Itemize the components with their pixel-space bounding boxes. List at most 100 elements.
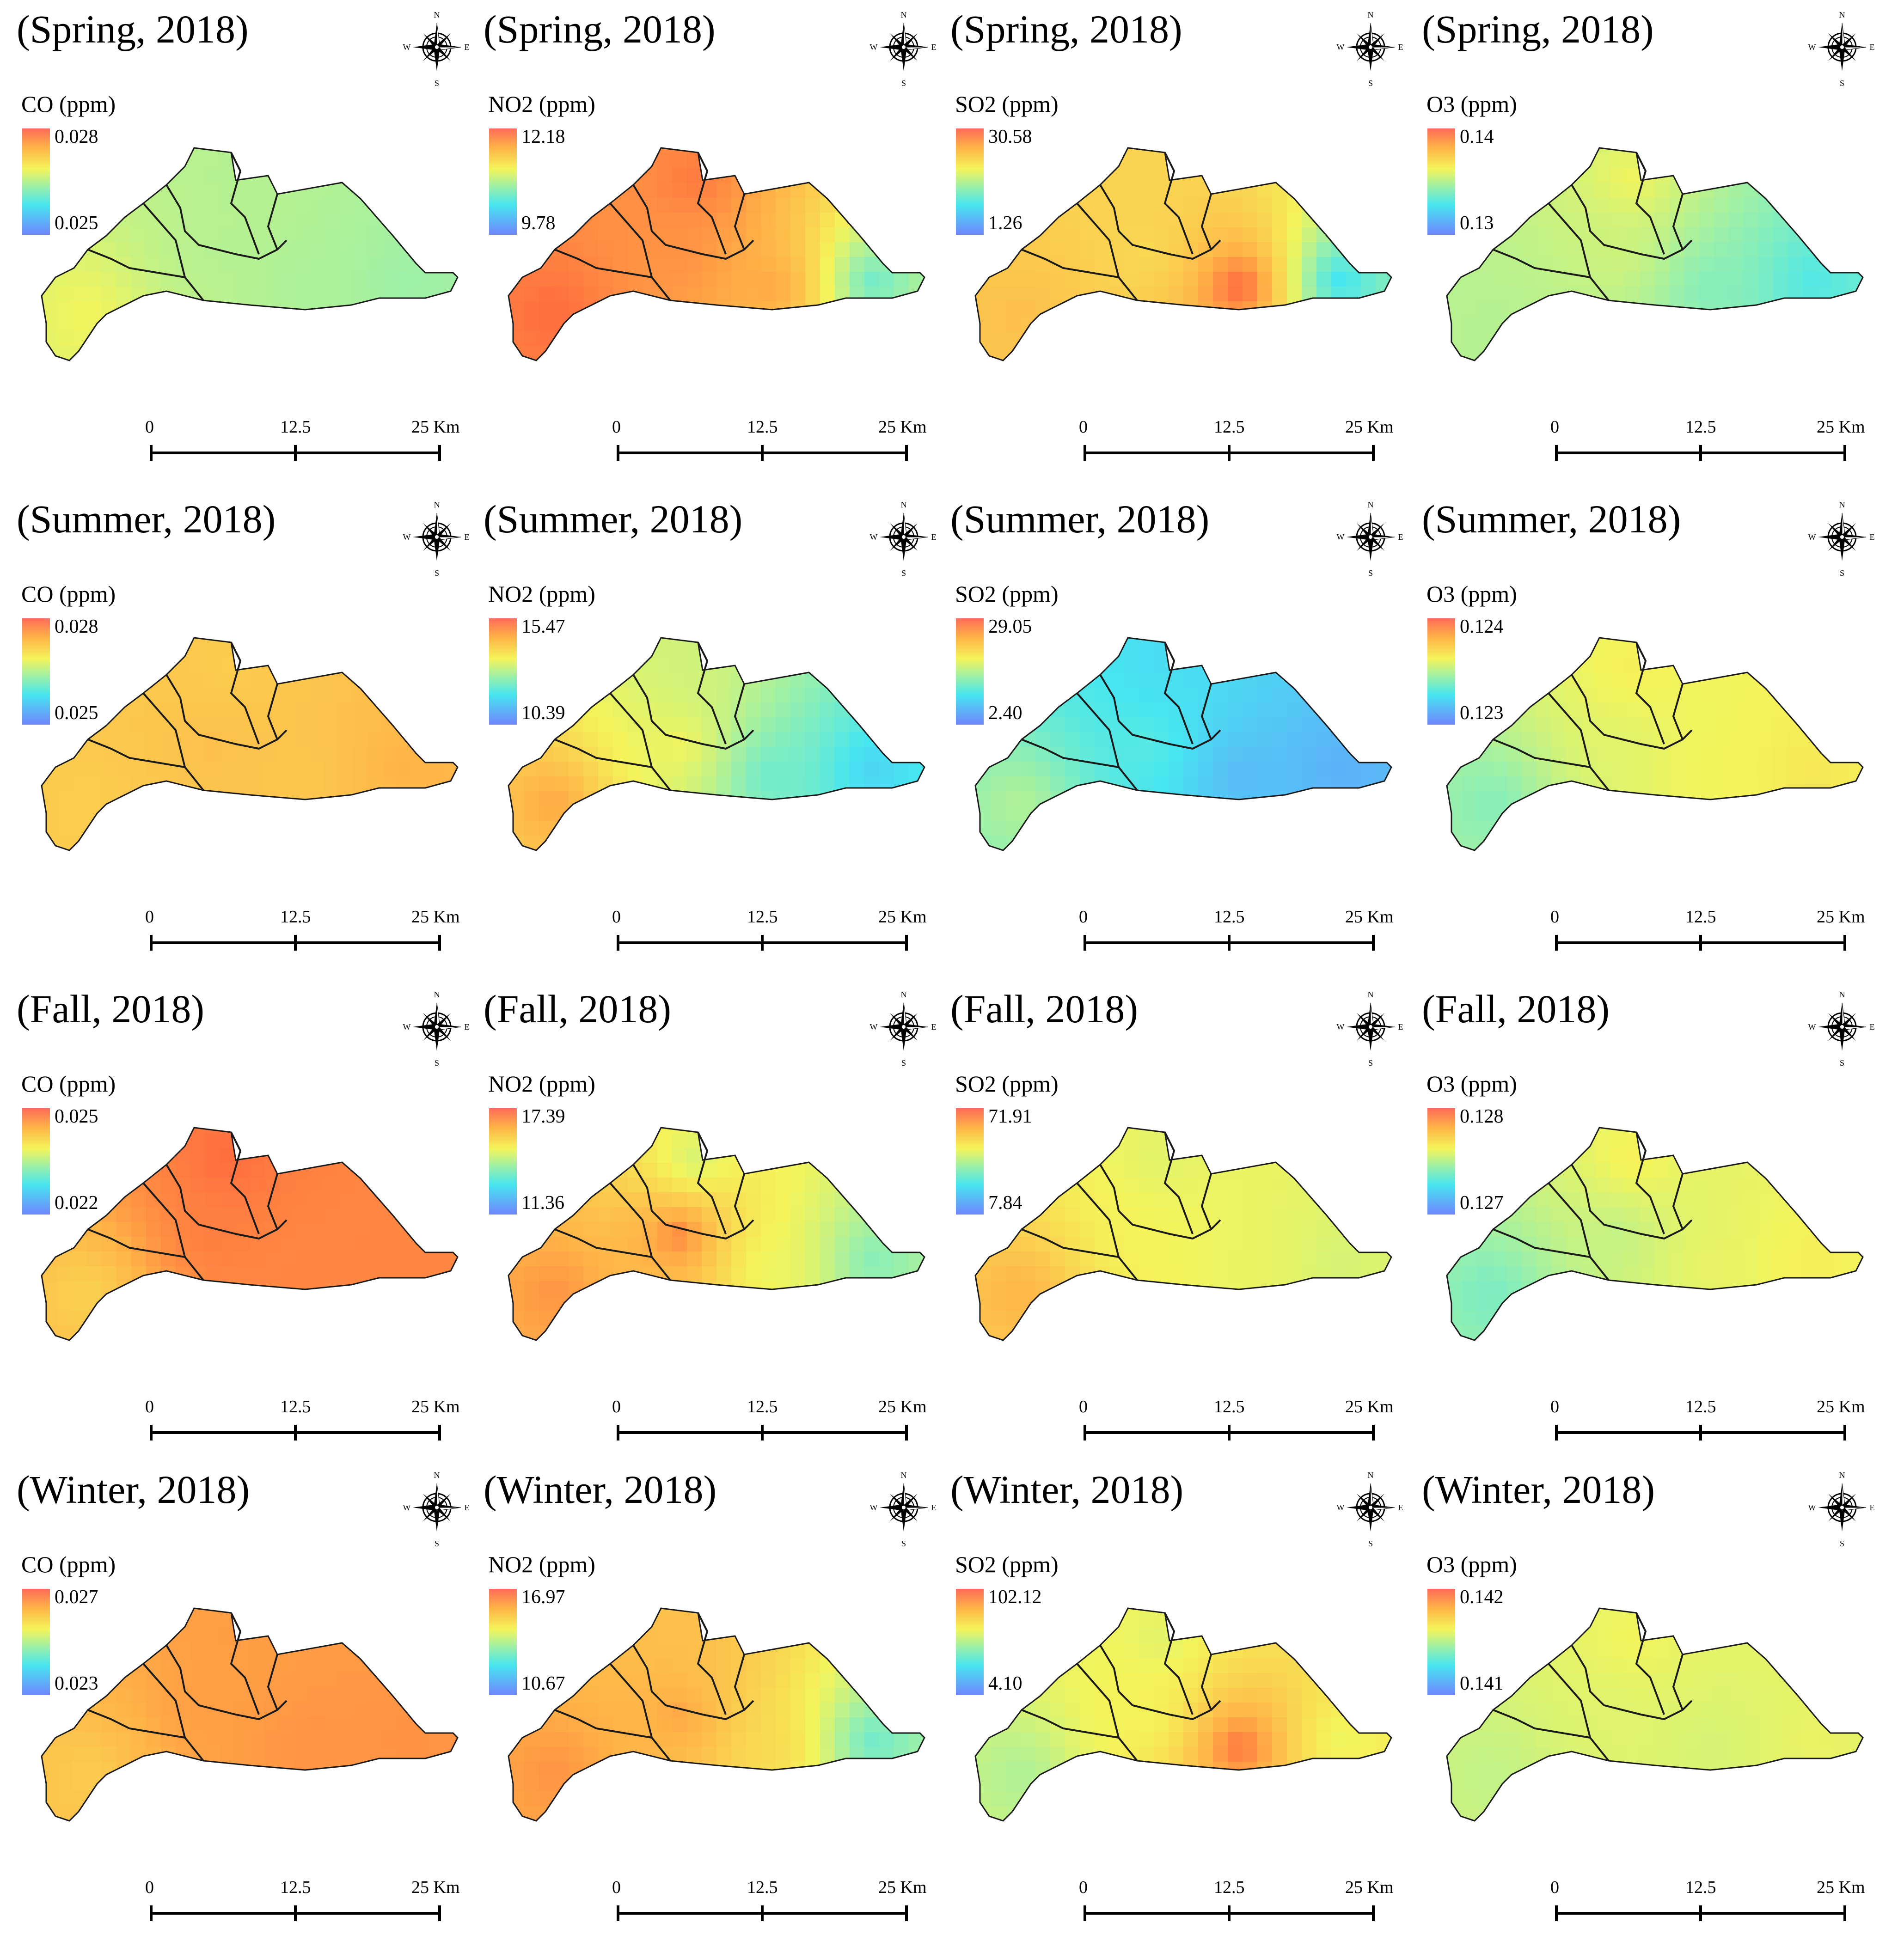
raster-cell xyxy=(1596,227,1611,243)
raster-cell xyxy=(368,148,383,154)
raster-cell xyxy=(42,1222,43,1237)
raster-cell xyxy=(1213,213,1228,228)
raster-cell xyxy=(1537,865,1552,869)
raster-cell xyxy=(1448,257,1463,272)
raster-cell xyxy=(1021,272,1036,287)
raster-cell xyxy=(1361,331,1376,346)
raster-cell xyxy=(220,747,235,762)
raster-cell xyxy=(1537,702,1552,718)
raster-cell xyxy=(643,791,658,806)
scale-label-0: 0 xyxy=(1550,417,1559,437)
raster-cell xyxy=(864,643,880,659)
raster-cell xyxy=(569,643,584,659)
raster-cell xyxy=(324,643,339,659)
raster-cell xyxy=(991,865,1006,869)
raster-cell xyxy=(1788,198,1803,213)
raster-cell xyxy=(338,227,354,243)
raster-cell xyxy=(1477,850,1493,866)
raster-cell xyxy=(776,702,791,718)
scale-tick xyxy=(294,445,297,461)
district-boundary xyxy=(632,674,754,750)
raster-cell xyxy=(628,850,643,866)
raster-cell xyxy=(1788,821,1803,836)
raster-cell xyxy=(613,821,628,836)
pollution-map xyxy=(974,147,1392,361)
raster-cell xyxy=(820,183,835,198)
north-arrow-icon: N S E W xyxy=(1337,10,1403,88)
raster-cell xyxy=(412,1296,428,1311)
scale-bar: 0 12.5 25 Km xyxy=(1072,418,1394,469)
raster-cell xyxy=(894,732,909,747)
raster-cell xyxy=(43,658,58,673)
raster-cell xyxy=(1006,688,1021,703)
raster-cell xyxy=(539,331,554,346)
raster-cell xyxy=(72,1355,87,1359)
raster-cell xyxy=(1447,272,1448,287)
raster-cell xyxy=(42,1133,43,1148)
raster-cell xyxy=(309,331,324,346)
raster-cell xyxy=(879,638,894,644)
raster-cell xyxy=(72,242,87,257)
raster-cell xyxy=(338,702,354,718)
raster-cell xyxy=(1095,287,1110,302)
raster-cell xyxy=(368,865,383,869)
raster-cell xyxy=(309,865,324,869)
raster-cell xyxy=(1243,242,1258,257)
raster-cell xyxy=(790,360,806,376)
raster-cell xyxy=(383,702,398,718)
raster-cell xyxy=(554,791,569,806)
raster-cell xyxy=(324,1207,339,1222)
raster-cell xyxy=(1477,153,1493,169)
raster-cell xyxy=(57,227,73,243)
raster-cell xyxy=(864,762,880,777)
raster-cell xyxy=(338,375,354,379)
raster-cell xyxy=(1346,227,1361,243)
raster-cell xyxy=(1862,301,1863,317)
raster-cell xyxy=(1832,673,1848,688)
raster-cell xyxy=(539,658,554,673)
raster-cell xyxy=(146,1251,161,1267)
raster-cell xyxy=(353,643,368,659)
raster-cell xyxy=(57,1128,73,1134)
raster-cell xyxy=(1788,331,1803,346)
raster-cell xyxy=(87,183,102,198)
raster-cell xyxy=(205,272,220,287)
raster-cell xyxy=(991,242,1006,257)
raster-cell xyxy=(1655,747,1670,762)
raster-cell xyxy=(1095,346,1110,360)
raster-cell xyxy=(879,732,894,747)
raster-cell xyxy=(613,658,628,673)
raster-cell xyxy=(324,346,339,360)
raster-cell xyxy=(412,821,428,836)
raster-cell xyxy=(205,643,220,659)
raster-cell xyxy=(250,762,265,777)
raster-cell xyxy=(279,673,294,688)
raster-cell xyxy=(1243,346,1258,360)
compass-s: S xyxy=(435,568,439,578)
raster-cell xyxy=(628,865,643,869)
raster-cell xyxy=(324,747,339,762)
raster-cell xyxy=(1124,153,1139,169)
raster-cell xyxy=(1788,148,1803,154)
raster-cell xyxy=(1316,257,1332,272)
raster-cell xyxy=(279,213,294,228)
raster-cell xyxy=(569,717,584,732)
raster-cell xyxy=(1758,821,1774,836)
raster-cell xyxy=(1463,287,1478,302)
raster-cell xyxy=(353,1163,368,1178)
raster-cell xyxy=(250,1251,265,1267)
raster-cell xyxy=(820,227,835,243)
raster-cell xyxy=(1287,850,1302,866)
raster-cell xyxy=(442,331,457,346)
raster-cell xyxy=(746,865,761,869)
raster-cell xyxy=(1243,747,1258,762)
raster-cell xyxy=(176,168,191,183)
raster-cell xyxy=(368,638,383,644)
raster-cell xyxy=(43,821,58,836)
raster-cell xyxy=(1316,272,1332,287)
raster-cell xyxy=(220,1148,235,1163)
raster-cell xyxy=(1065,272,1080,287)
raster-cell xyxy=(1610,346,1626,360)
raster-cell xyxy=(1302,865,1317,869)
raster-cell xyxy=(1699,346,1714,360)
